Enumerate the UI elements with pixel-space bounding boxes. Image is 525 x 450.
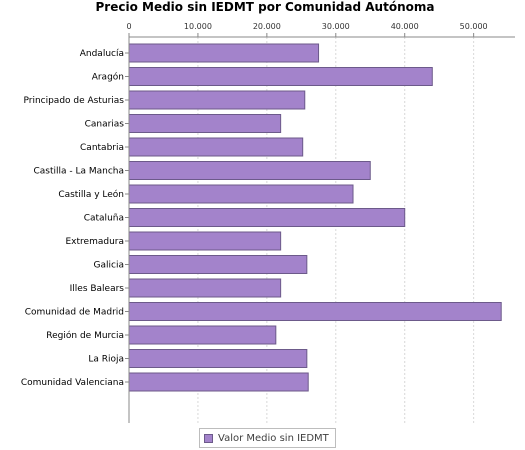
- bar: [128, 302, 502, 321]
- category-label: Región de Murcia: [46, 330, 124, 341]
- category-label: La Rioja: [88, 355, 124, 365]
- tick-label: 10.000: [184, 22, 212, 31]
- bar: [128, 325, 277, 345]
- bar: [128, 372, 309, 392]
- bar: [128, 231, 282, 251]
- bar: [128, 114, 282, 133]
- bar: [128, 67, 433, 86]
- bar: [128, 255, 308, 274]
- x-axis-ticks: 0 10.000 20.000 30.000 40.000 50.000: [126, 22, 488, 37]
- legend-swatch: [204, 433, 213, 443]
- category-label: Cataluña: [84, 214, 124, 224]
- tick-label: 50.000: [460, 22, 488, 31]
- tick-label: 30.000: [322, 22, 350, 31]
- bar: [128, 184, 354, 204]
- bar: [128, 208, 406, 227]
- category-label: Andalucía: [80, 49, 124, 59]
- category-label: Illes Balears: [70, 284, 125, 294]
- category-label: Extremadura: [66, 237, 125, 247]
- bar: [128, 161, 371, 180]
- category-label: Galicia: [94, 261, 124, 271]
- chart-title: Precio Medio sin IEDMT por Comunidad Aut…: [96, 0, 435, 14]
- category-label: Aragón: [92, 72, 124, 83]
- bar: [128, 278, 282, 298]
- category-label: Comunidad Valenciana: [21, 378, 124, 388]
- category-label: Canarias: [85, 120, 125, 130]
- category-label: Principado de Asturias: [23, 96, 124, 106]
- bar: [128, 90, 306, 110]
- bars: [128, 43, 502, 392]
- legend: Valor Medio sin IEDMT: [199, 428, 336, 448]
- legend-label: Valor Medio sin IEDMT: [218, 432, 329, 444]
- category-label: Comunidad de Madrid: [25, 308, 124, 318]
- tick-label: 0: [126, 22, 131, 31]
- bar: [128, 349, 308, 368]
- bar: [128, 43, 320, 63]
- tick-label: 40.000: [391, 22, 419, 31]
- category-label: Cantabria: [80, 143, 124, 153]
- category-labels: Andalucía Aragón Principado de Asturias Can…: [21, 49, 129, 388]
- tick-label: 20.000: [253, 22, 281, 31]
- category-label: Castilla y León: [58, 189, 124, 200]
- axes: [128, 36, 515, 423]
- bar: [128, 137, 304, 157]
- category-label: Castilla - La Mancha: [33, 167, 124, 177]
